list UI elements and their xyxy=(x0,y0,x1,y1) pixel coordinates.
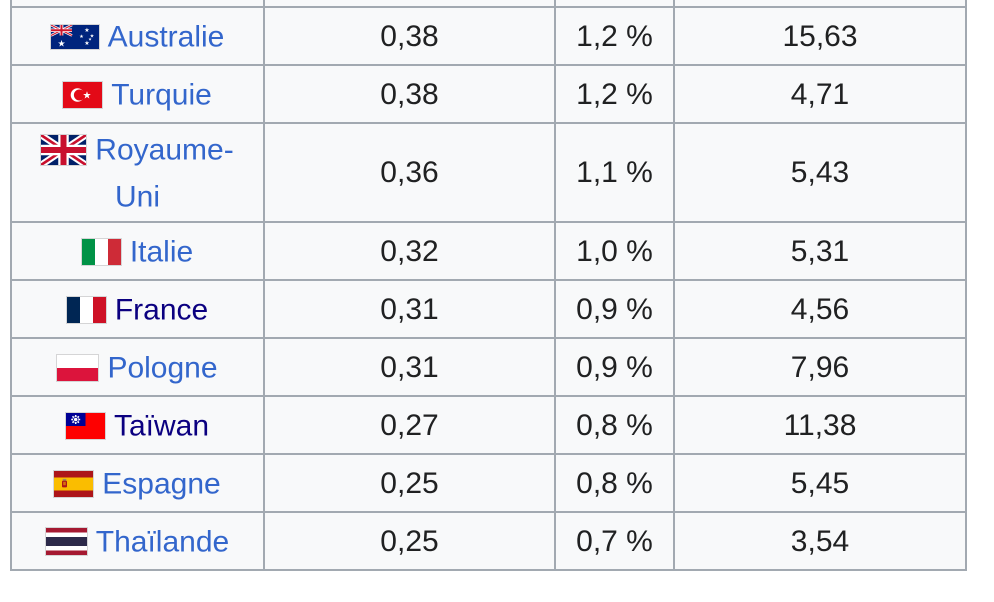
country-cell: ★ ★ ★ ★ ★ ★ Australie xyxy=(10,6,265,66)
svg-text:★: ★ xyxy=(84,40,89,47)
flag-italy-icon xyxy=(81,238,121,265)
country-link[interactable]: Espagne xyxy=(102,467,221,501)
country-link[interactable]: Royaume-Uni xyxy=(95,133,234,214)
percent-cell: 1,2 % xyxy=(554,64,675,124)
country-link[interactable]: Turquie xyxy=(111,78,212,112)
country-cell: Espagne xyxy=(10,453,265,513)
country-cell: ★ Turquie xyxy=(10,64,265,124)
score-cell: 15,63 xyxy=(673,6,967,66)
flag-poland-icon xyxy=(57,354,99,381)
percent-cell: 0,9 % xyxy=(554,337,675,397)
table-row: Taïwan 0,27 0,8 % 11,38 xyxy=(10,395,967,455)
table-row: Espagne 0,25 0,8 % 5,45 xyxy=(10,453,967,513)
country-stats-table: ★ ★ ★ ★ ★ ★ Australie 0,38 1,2 % 15,63 ★ Turquie 0,3… xyxy=(10,0,967,571)
country-link[interactable]: Taïwan xyxy=(113,409,210,443)
country-flag-and-link: ★ ★ ★ ★ ★ ★ Australie xyxy=(50,13,225,60)
percent-cell: 0,9 % xyxy=(554,279,675,339)
country-cell: Italie xyxy=(10,221,265,281)
svg-text:★: ★ xyxy=(89,33,94,39)
table-row: Pologne 0,31 0,9 % 7,96 xyxy=(10,337,967,397)
country-flag-and-link: France xyxy=(66,286,209,333)
value-cell: 0,31 xyxy=(263,337,556,397)
country-cell: Pologne xyxy=(10,337,265,397)
percent-cell: 0,7 % xyxy=(554,511,675,571)
flag-spain-icon xyxy=(54,470,94,497)
flag-united-kingdom-icon xyxy=(41,135,87,165)
flag-thailand-icon xyxy=(45,528,87,556)
svg-text:★: ★ xyxy=(84,27,89,34)
country-flag-and-link: ★ Turquie xyxy=(63,71,212,118)
country-cell: Taïwan xyxy=(10,395,265,455)
country-link[interactable]: Pologne xyxy=(107,351,218,385)
country-cell: France xyxy=(10,279,265,339)
partial-row-cell xyxy=(673,0,967,8)
percent-cell: 0,8 % xyxy=(554,453,675,513)
svg-text:★: ★ xyxy=(83,90,92,101)
partial-row-cell xyxy=(263,0,556,8)
percent-cell: 1,1 % xyxy=(554,122,675,223)
percent-cell: 1,2 % xyxy=(554,6,675,66)
country-link[interactable]: Australie xyxy=(107,20,225,54)
country-flag-and-link: Pologne xyxy=(57,344,218,391)
country-flag-and-link: Taïwan xyxy=(65,402,210,449)
value-cell: 0,38 xyxy=(263,6,556,66)
table-row: Royaume-Uni 0,36 1,1 % 5,43 xyxy=(10,122,967,223)
table-row: Italie 0,32 1,0 % 5,31 xyxy=(10,221,967,281)
country-link[interactable]: France xyxy=(114,293,209,327)
value-cell: 0,32 xyxy=(263,221,556,281)
country-flag-and-link: Royaume-Uni xyxy=(27,126,249,219)
country-cell: Thaïlande xyxy=(10,511,265,571)
score-cell: 7,96 xyxy=(673,337,967,397)
value-cell: 0,25 xyxy=(263,453,556,513)
flag-france-icon xyxy=(66,296,106,323)
country-flag-and-link: Thaïlande xyxy=(45,518,230,565)
percent-cell: 0,8 % xyxy=(554,395,675,455)
value-cell: 0,27 xyxy=(263,395,556,455)
value-cell: 0,31 xyxy=(263,279,556,339)
svg-text:★: ★ xyxy=(79,34,84,40)
flag-australia-icon: ★ ★ ★ ★ ★ ★ xyxy=(50,24,99,49)
country-link[interactable]: Italie xyxy=(129,235,194,269)
partial-top-row xyxy=(10,0,967,8)
table-row: ★ ★ ★ ★ ★ ★ Australie 0,38 1,2 % 15,63 xyxy=(10,6,967,66)
table-row: France 0,31 0,9 % 4,56 xyxy=(10,279,967,339)
country-flag-and-link: Italie xyxy=(81,228,194,275)
table-row: Thaïlande 0,25 0,7 % 3,54 xyxy=(10,511,967,571)
score-cell: 5,43 xyxy=(673,122,967,223)
flag-taiwan-icon xyxy=(65,412,105,439)
svg-text:★: ★ xyxy=(57,39,65,49)
partial-row-cell xyxy=(10,0,265,8)
score-cell: 4,56 xyxy=(673,279,967,339)
value-cell: 0,36 xyxy=(263,122,556,223)
flag-turkey-icon: ★ xyxy=(63,81,103,108)
country-cell: Royaume-Uni xyxy=(10,122,265,223)
value-cell: 0,25 xyxy=(263,511,556,571)
score-cell: 11,38 xyxy=(673,395,967,455)
table-row: ★ Turquie 0,38 1,2 % 4,71 xyxy=(10,64,967,124)
score-cell: 3,54 xyxy=(673,511,967,571)
score-cell: 5,31 xyxy=(673,221,967,281)
percent-cell: 1,0 % xyxy=(554,221,675,281)
country-flag-and-link: Espagne xyxy=(54,460,221,507)
svg-text:★: ★ xyxy=(88,36,92,41)
partial-row-cell xyxy=(554,0,675,8)
country-link[interactable]: Thaïlande xyxy=(95,525,230,559)
score-cell: 5,45 xyxy=(673,453,967,513)
score-cell: 4,71 xyxy=(673,64,967,124)
value-cell: 0,38 xyxy=(263,64,556,124)
